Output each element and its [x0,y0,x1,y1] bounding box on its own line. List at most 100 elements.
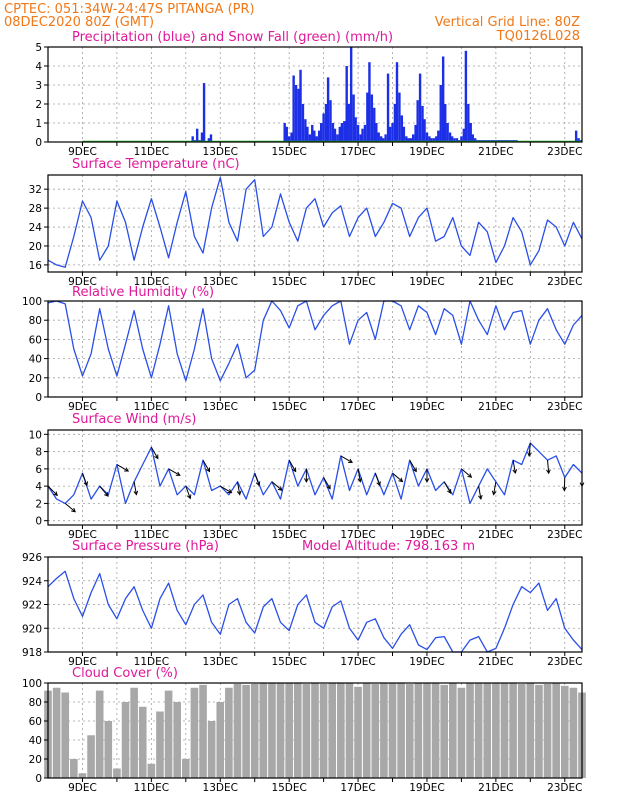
temp-date-label: 17DEC [340,276,375,288]
pres-date-label: 9DEC [68,656,97,668]
rh-date-label: 11DEC [134,401,169,413]
cloud-bar [397,683,405,778]
precip-bar [315,136,318,142]
cloud-bar [207,721,216,778]
wind-arrow-shaft [47,485,58,496]
precip-date-label: 21DEC [478,146,513,158]
rh-ytick-label: 100 [22,296,42,308]
precip-bar [207,138,211,142]
wind-date-label: 9DEC [68,529,97,541]
wind-arrow [546,460,551,475]
wind-date-label: 17DEC [340,529,375,541]
cloud-ytick-label: 100 [22,678,42,690]
wind-arrow-head [512,469,518,475]
wind-arrow [340,455,354,463]
wind-arrow [527,442,532,457]
temp-ytick-label: 24 [29,222,43,234]
cloud-date-label: 17DEC [340,782,375,794]
wind-arrow-shaft [99,485,109,497]
precip-bar [409,138,412,142]
pres-panel: Surface Pressure (hPa) Model Altitude: 79… [22,539,583,668]
precip-ytick-label: 1 [35,118,42,130]
wind-arrow [202,459,211,473]
precip-bar [287,136,291,142]
wind-arrow-head [412,467,417,473]
wind-arrow [185,485,192,500]
pres-date-label: 21DEC [478,656,513,668]
cloud-bar [147,763,156,778]
wind-arrow-head [133,490,139,496]
precip-bar [191,136,194,142]
wind-arrow-shaft [478,486,482,500]
cloud-bar [535,684,543,778]
cloud-bar [560,685,569,778]
header: CPTEC: 051:34W-24:47S PITANGA (PR) 08DEC… [4,2,580,44]
precip-bar [347,104,350,142]
precip-bar [370,94,374,142]
precip-bar [467,104,470,142]
precip-bar [411,134,415,142]
wind-arrow-shaft [220,485,232,494]
temp-ytick-label: 20 [29,241,42,253]
precip-date-label: 19DEC [409,146,444,158]
precip-bar [195,128,199,142]
precip-bar [345,66,348,142]
rh-date-label: 13DEC [203,401,238,413]
wind-arrow [443,481,452,494]
precip-bar [450,136,454,142]
wind-arrow-shaft [528,442,531,456]
temp-date-label: 21DEC [478,276,513,288]
cloud-bar [405,683,414,778]
wind-arrow [357,468,363,483]
temp-date-label: 23DEC [547,276,582,288]
precip-bar [304,119,307,142]
temp-date-label: 9DEC [68,276,97,288]
precip-bar [416,100,419,142]
wind-title: Surface Wind (m/s) [72,412,196,427]
wind-arrow [512,460,518,475]
cloud-bar [431,683,440,778]
wind-arrow-head [376,481,381,487]
wind-arrow [304,468,309,483]
cloud-bar [156,711,164,778]
precip-bar [437,130,440,142]
wind-arrow [236,481,242,496]
pres-series-line [47,570,583,653]
wind-arrow-shaft [150,447,159,459]
cloud-bar [121,702,130,778]
cloud-bar [233,683,242,778]
wind-arrow-head [491,490,497,496]
rh-ytick-label: 80 [29,315,42,327]
wind-arrow [491,481,497,496]
cloud-bar [354,686,362,778]
precip-bar [405,136,408,142]
precip-panel: Precipitation (blue) and Snow Fall (gree… [35,30,583,158]
precip-bar [317,130,321,142]
wind-series-line [47,442,583,505]
wind-arrow-head [255,481,261,487]
precip-bar [423,119,426,142]
pres-date-label: 23DEC [547,656,582,668]
precip-bar [439,85,442,142]
wind-arrow-shaft [493,481,497,495]
cloud-bar [474,683,483,778]
precip-bar [469,123,472,142]
precip-bar [428,136,431,142]
precip-bar [407,138,410,142]
precip-bar [432,138,436,142]
wind-ytick-label: 0 [35,516,42,528]
cloud-ytick-label: 80 [29,697,42,709]
precip-bar [375,123,378,142]
wind-arrow-shaft [443,481,452,494]
rh-title: Relative Humidity (%) [72,285,214,300]
cloud-bar [87,735,95,778]
wind-arrow [374,473,381,487]
rh-ytick-label: 60 [29,334,42,346]
cloud-bar [388,683,397,778]
wind-date-label: 11DEC [134,529,169,541]
wind-arrow [168,468,181,476]
precip-bar [338,126,342,142]
precip-date-label: 11DEC [134,146,169,158]
precip-frame [47,46,583,143]
wind-arrow [461,468,473,478]
